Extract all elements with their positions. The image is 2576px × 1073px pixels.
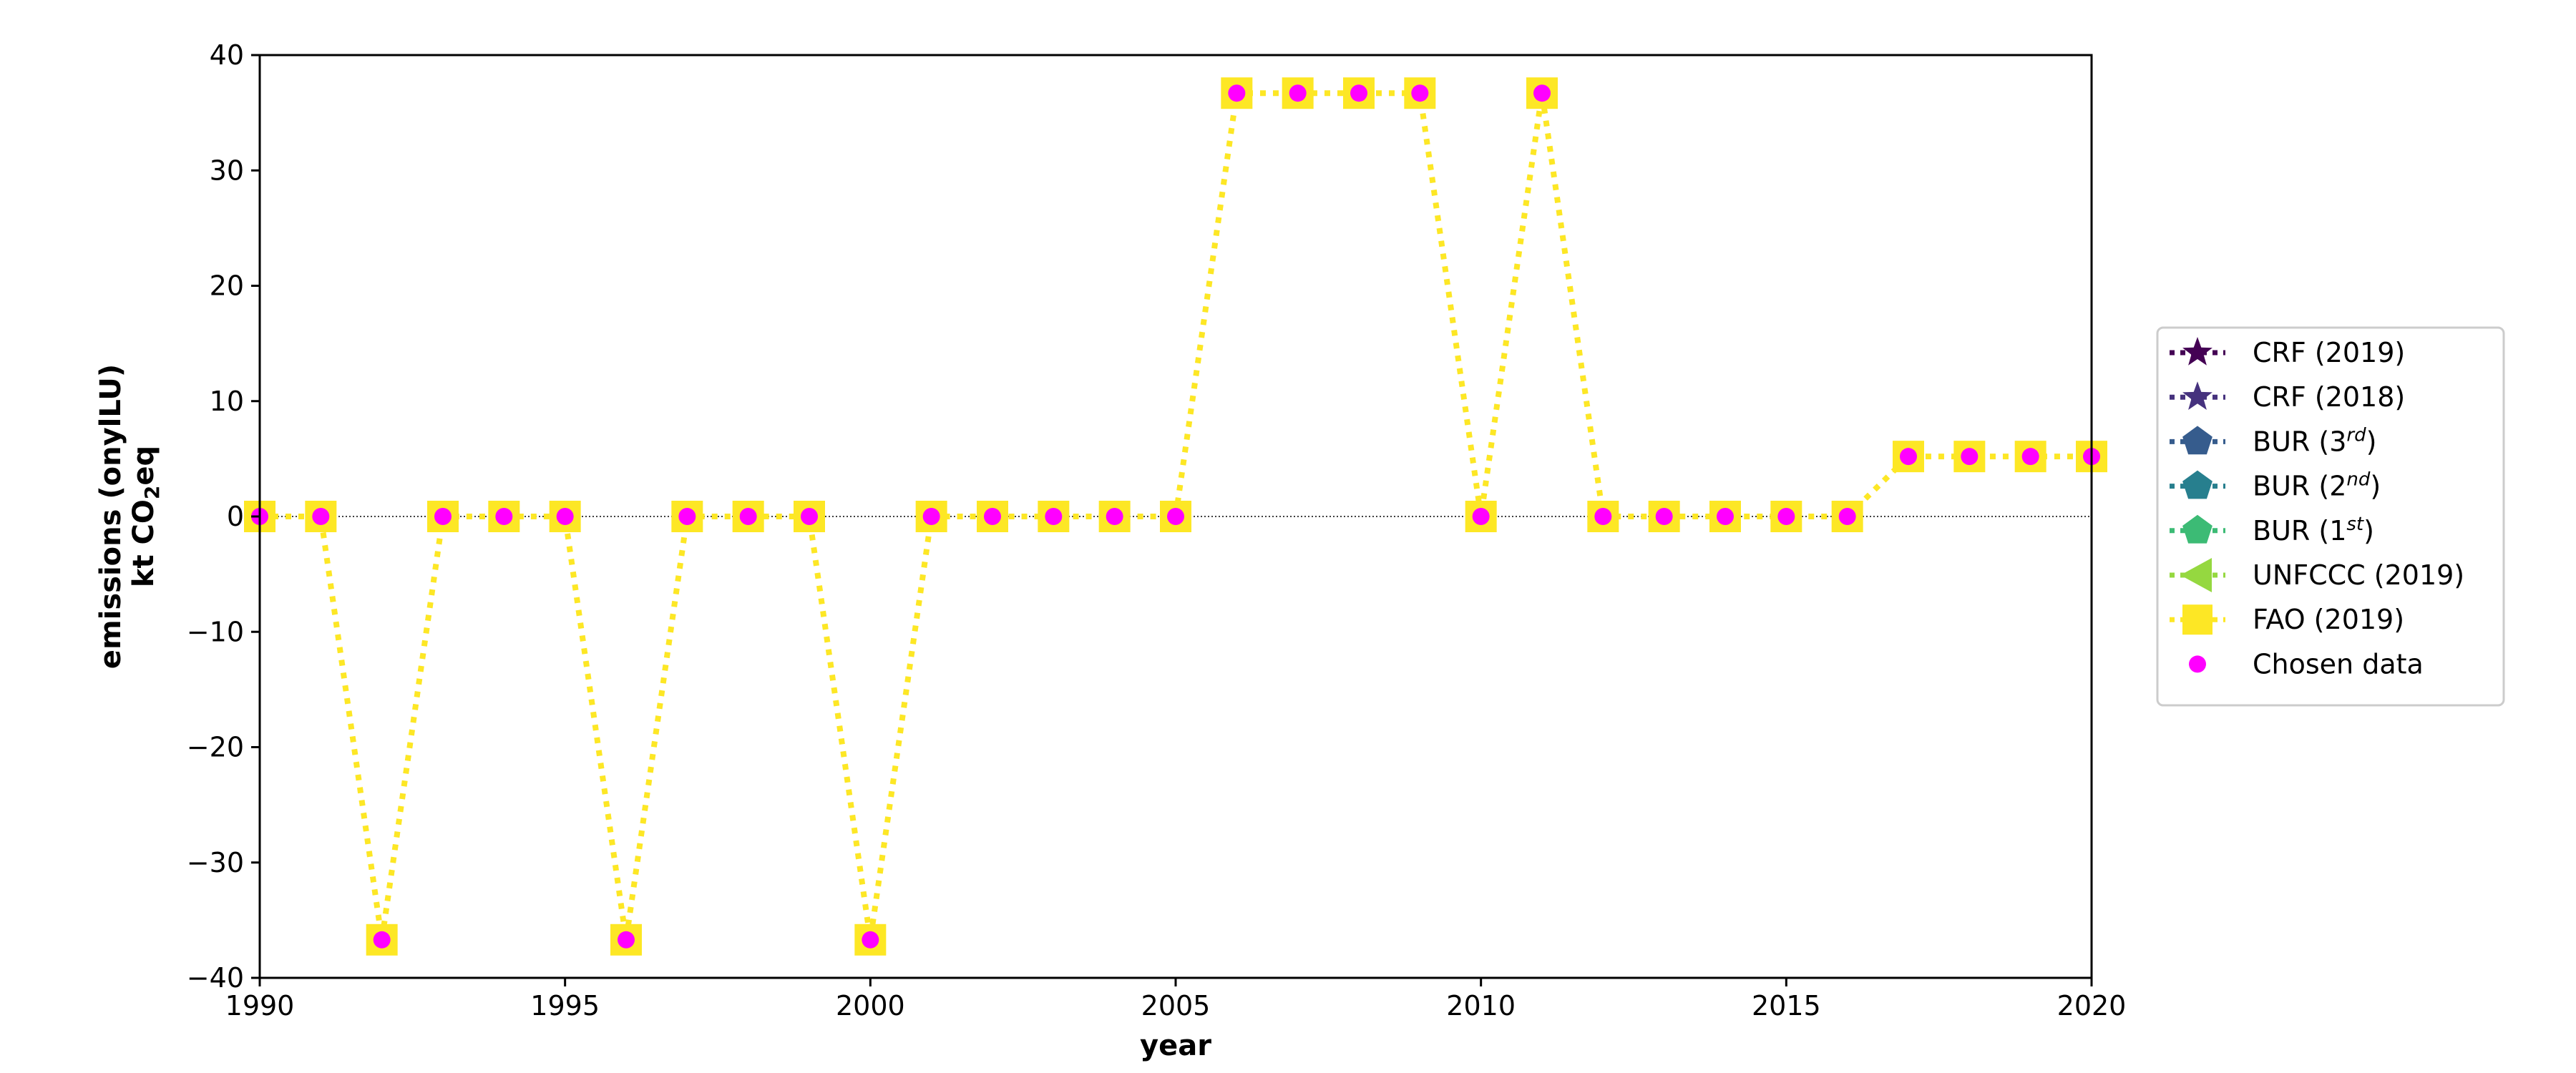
chosen-data-point: [312, 508, 330, 525]
legend-item: Chosen data: [2189, 648, 2424, 680]
y-tick-label: 0: [227, 501, 244, 532]
legend-item: FAO (2019): [2170, 604, 2404, 635]
chosen-data-point: [1961, 448, 1979, 466]
legend: CRF (2019)CRF (2018)BUR (3rd)BUR (2nd)BU…: [2156, 326, 2505, 707]
chosen-data-point: [922, 508, 940, 525]
chosen-data-point: [1594, 508, 1612, 525]
chosen-data-point: [1533, 84, 1551, 102]
chosen-data-point: [984, 508, 1001, 525]
legend-label-tail: ): [2363, 515, 2374, 547]
y-tick-label: 20: [210, 270, 244, 302]
y-axis-label-line2: kt CO2eq: [127, 446, 164, 587]
x-tick-label: 2010: [1446, 990, 1516, 1021]
chosen-data-point: [373, 931, 391, 949]
chosen-data-point: [495, 508, 513, 525]
x-tick-label: 2015: [1752, 990, 1821, 1021]
chosen-data-point: [739, 508, 757, 525]
legend-label-tail: ): [2370, 471, 2381, 502]
chosen-data-point: [1411, 84, 1429, 102]
y-tick-label: 40: [210, 39, 244, 71]
y-tick-label: −20: [187, 732, 244, 763]
legend-label-base: CRF (2018): [2253, 381, 2405, 413]
legend-marker: [2182, 470, 2212, 499]
chosen-data-point: [1717, 508, 1734, 525]
legend-label: CRF (2019): [2253, 337, 2405, 368]
legend-label-sup: st: [2346, 514, 2364, 535]
legend-label-base: FAO (2019): [2253, 604, 2404, 635]
legend-label: Chosen data: [2253, 648, 2424, 680]
legend-label-base: CRF (2019): [2253, 337, 2405, 368]
x-tick-label: 1990: [225, 990, 295, 1021]
legend-label: BUR (1st): [2253, 514, 2374, 547]
chosen-data-point: [678, 508, 696, 525]
legend-label: CRF (2018): [2253, 381, 2405, 413]
series-layer: [244, 77, 2107, 956]
legend-marker: [2182, 381, 2212, 410]
legend-label-base: BUR (2: [2253, 471, 2346, 502]
legend-marker: [2182, 604, 2212, 635]
legend-label-sup: rd: [2346, 424, 2366, 446]
x-tick-label: 2000: [836, 990, 905, 1021]
chosen-data-point: [1655, 508, 1673, 525]
legend-label-base: BUR (3: [2253, 426, 2346, 457]
legend-label: BUR (3rd): [2253, 424, 2376, 457]
y-tick-label: −30: [187, 847, 244, 878]
chosen-data-point: [862, 931, 879, 949]
legend-marker: [2182, 514, 2212, 544]
chosen-data-point: [618, 931, 635, 949]
chosen-data-point: [1228, 84, 1246, 102]
legend-item: BUR (3rd): [2170, 424, 2376, 457]
chosen-data-point: [1350, 84, 1367, 102]
chosen-data-point: [1106, 508, 1123, 525]
chosen-data-point: [1900, 448, 1917, 466]
legend-label-base: Chosen data: [2253, 648, 2424, 680]
x-axis: 1990 1995 2000 2005 2010 2015 2020: [225, 978, 2127, 1021]
legend-marker: [2189, 655, 2206, 673]
y-units-base: kt CO: [127, 499, 160, 587]
y-axis-label-line1: emissions (onylLU): [94, 364, 127, 669]
x-tick-label: 2020: [2057, 990, 2127, 1021]
chosen-data-point: [2021, 448, 2039, 466]
y-tick-label: 30: [210, 155, 244, 186]
y-axis-label: emissions (onylLU) kt CO2eq: [94, 364, 164, 669]
legend-label-tail: ): [2366, 426, 2377, 457]
y-tick-label: −10: [187, 616, 244, 647]
legend-item: BUR (1st): [2170, 514, 2374, 547]
legend-label-sup: nd: [2346, 469, 2370, 491]
legend-marker: [2180, 558, 2212, 592]
y-tick-label: 10: [210, 386, 244, 417]
y-tick-label: −40: [187, 962, 244, 994]
x-axis-label: year: [1140, 1029, 1211, 1062]
legend-box: [2156, 326, 2505, 707]
legend-label: UNFCCC (2019): [2253, 559, 2464, 591]
y-units-tail: eq: [127, 446, 160, 486]
legend-marker: [2182, 337, 2212, 366]
y-axis: −40 −30 −20 −10 0 10 20 30 40: [187, 39, 260, 994]
legend-marker: [2182, 426, 2212, 455]
legend-items: CRF (2019)CRF (2018)BUR (3rd)BUR (2nd)BU…: [2170, 337, 2464, 680]
chosen-data-point: [1838, 508, 1856, 525]
chosen-data-point: [1167, 508, 1184, 525]
chosen-data-point: [801, 508, 818, 525]
legend-item: CRF (2018): [2170, 381, 2405, 413]
legend-label-base: BUR (1: [2253, 515, 2346, 547]
chosen-data-point: [556, 508, 574, 525]
chosen-data-point: [434, 508, 452, 525]
legend-label: BUR (2nd): [2253, 469, 2381, 502]
chosen-data-point: [1472, 508, 1490, 525]
legend-label-base: UNFCCC (2019): [2253, 559, 2464, 591]
chosen-data-point: [1289, 84, 1307, 102]
x-tick-label: 2005: [1141, 990, 1211, 1021]
legend-label: FAO (2019): [2253, 604, 2404, 635]
x-tick-label: 1995: [530, 990, 600, 1021]
legend-item: BUR (2nd): [2170, 469, 2381, 502]
legend-item: CRF (2019): [2170, 337, 2405, 368]
legend-item: UNFCCC (2019): [2170, 558, 2464, 592]
chosen-data-point: [1777, 508, 1795, 525]
chosen-data-point: [1045, 508, 1063, 525]
y-units-sub: 2: [140, 486, 164, 499]
